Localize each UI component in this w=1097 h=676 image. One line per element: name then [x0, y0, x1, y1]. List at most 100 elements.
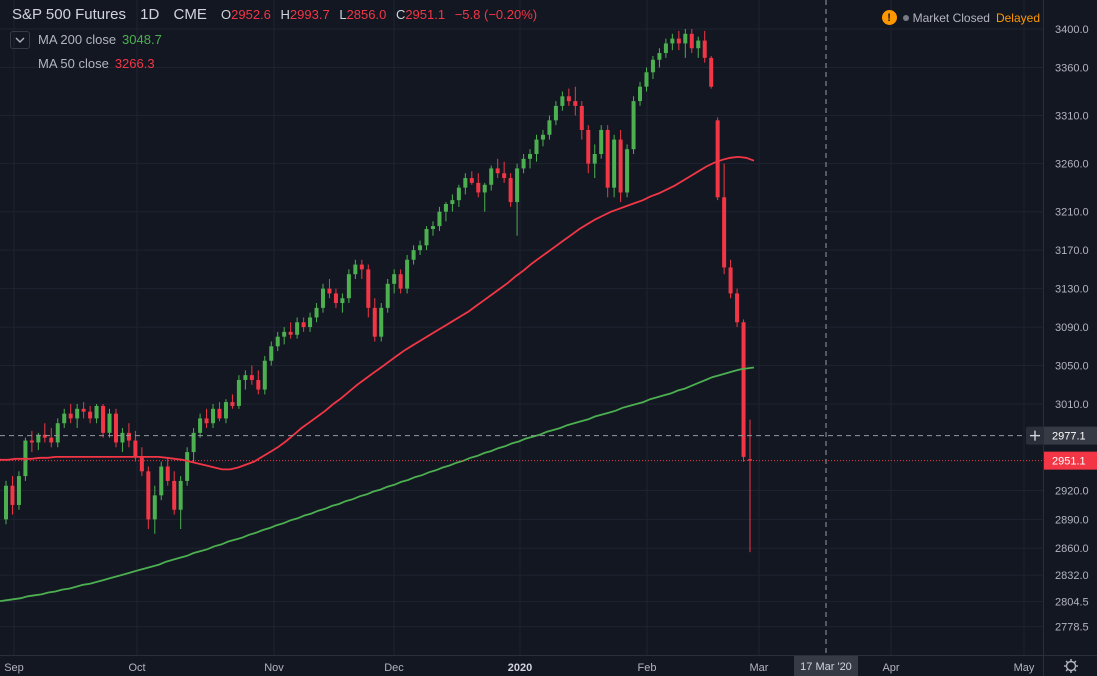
ma50-legend[interactable]: MA 50 close 3266.3	[38, 56, 155, 71]
candle-body	[340, 298, 345, 304]
ma200-value: 3048.7	[122, 32, 162, 47]
ma200-legend[interactable]: MA 200 close 3048.7	[38, 32, 162, 47]
candle-body	[424, 229, 429, 246]
candle-body	[120, 432, 125, 443]
y-tick-label: 3360.0	[1055, 62, 1089, 74]
candle-body	[230, 402, 235, 406]
candle-body	[670, 38, 675, 44]
open-value: 2952.6	[231, 7, 271, 22]
x-tick-label: Oct	[128, 662, 145, 674]
candle-body	[528, 154, 533, 159]
ma200-label: MA 200 close	[38, 32, 117, 47]
ma50-line	[0, 155, 755, 471]
candle-body	[314, 307, 319, 318]
candle-body	[94, 405, 99, 419]
collapse-indicators-button[interactable]	[10, 31, 30, 49]
candle-body	[715, 120, 720, 198]
candle-body	[599, 129, 604, 154]
candle-body	[36, 434, 41, 443]
candle-body	[49, 437, 54, 443]
change-value: −5.8 (−0.20%)	[454, 7, 538, 22]
candle-body	[482, 184, 487, 193]
crosshair-time-badge	[794, 656, 858, 676]
y-tick-label: 3130.0	[1055, 284, 1089, 296]
candle-body	[586, 129, 591, 164]
y-tick-label: 2860.0	[1055, 543, 1089, 555]
candle-body	[321, 288, 326, 308]
candle-body	[476, 182, 481, 193]
candle-body	[198, 418, 203, 433]
candle-body	[62, 413, 67, 424]
crosshair-price-badge	[1044, 426, 1097, 445]
candle-body	[618, 139, 623, 193]
candle-body	[560, 96, 565, 106]
candle-body	[211, 408, 216, 424]
candle-body	[113, 413, 118, 443]
x-tick-label: May	[1014, 662, 1035, 674]
candle-body	[133, 440, 138, 457]
candle-body	[10, 485, 15, 505]
candle-body	[456, 187, 461, 201]
y-tick-label: 2832.0	[1055, 570, 1089, 582]
candle-body	[16, 476, 21, 505]
candle-body	[676, 38, 681, 44]
y-tick-label: 3400.0	[1055, 24, 1089, 36]
y-tick-label: 3260.0	[1055, 159, 1089, 171]
x-tick-label: Sep	[4, 662, 24, 674]
candle-body	[521, 158, 526, 169]
candle-body	[625, 149, 630, 193]
y-tick-label: 3310.0	[1055, 111, 1089, 123]
candle-body	[469, 178, 474, 183]
candle-body	[728, 267, 733, 294]
candle-body	[515, 168, 520, 203]
y-tick-label: 3050.0	[1055, 361, 1089, 373]
y-tick-label: 2778.5	[1055, 622, 1089, 634]
crosshair-time-label: 17 Mar '20	[800, 661, 852, 673]
candle-body	[579, 105, 584, 130]
warning-icon[interactable]: !	[881, 10, 897, 25]
high-label: H	[280, 7, 290, 22]
low-label: L	[339, 7, 347, 22]
candle-body	[379, 307, 384, 337]
candle-body	[638, 86, 643, 102]
candle-body	[353, 264, 358, 275]
candle-body	[540, 134, 545, 140]
candle-body	[398, 274, 403, 289]
candle-body	[689, 33, 694, 49]
x-tick-label: Apr	[882, 662, 899, 674]
candle-body	[269, 346, 274, 361]
interval-label[interactable]: 1D	[140, 6, 160, 23]
candle-body	[741, 322, 746, 457]
last-price-label: 2951.1	[1052, 456, 1086, 468]
candle-body	[101, 405, 106, 433]
candle-body	[553, 105, 558, 121]
candle-body	[282, 331, 287, 337]
crosshair-price-label: 2977.1	[1052, 431, 1086, 443]
candle-body	[573, 101, 578, 106]
x-tick-label: Feb	[638, 662, 657, 674]
candle-body	[275, 336, 280, 347]
x-tick-label: 2020	[508, 662, 532, 674]
candle-body	[308, 317, 313, 328]
candle-body	[702, 40, 707, 58]
candle-body	[411, 250, 416, 260]
x-tick-label: Dec	[384, 662, 404, 674]
candle-body	[392, 274, 397, 284]
symbol-title[interactable]: S&P 500 Futures	[12, 6, 126, 23]
delayed-label: Delayed	[995, 10, 1040, 25]
candle-body	[236, 379, 241, 406]
candle-body	[249, 375, 254, 380]
candle-body	[450, 200, 455, 204]
candle-body	[81, 408, 86, 412]
market-closed-label: Market Closed	[912, 10, 990, 25]
candle-body	[735, 293, 740, 323]
candle-body	[359, 264, 364, 270]
candle-body	[301, 322, 306, 328]
candle-body	[372, 307, 377, 337]
y-tick-label: 3170.0	[1055, 245, 1089, 257]
gear-icon[interactable]	[1064, 659, 1078, 673]
ohlc-values: O2952.6 H2993.7 L2856.0 C2951.1 −5.8 (−0…	[221, 7, 543, 22]
candle-body	[443, 204, 448, 212]
